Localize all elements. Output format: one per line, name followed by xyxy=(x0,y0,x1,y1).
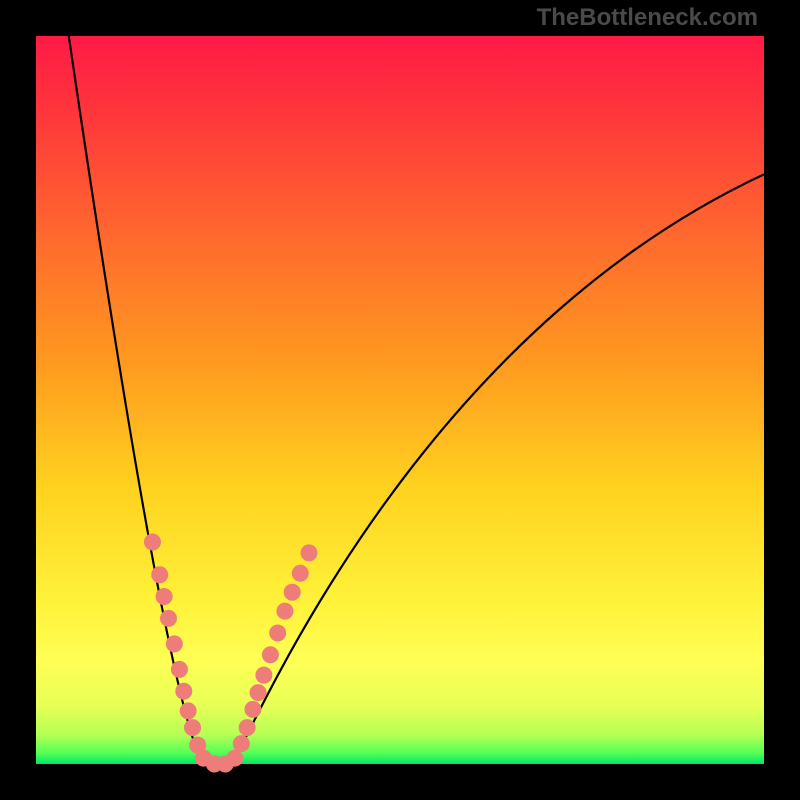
data-marker xyxy=(239,720,255,736)
data-marker xyxy=(227,750,243,766)
curve-path xyxy=(69,36,764,764)
data-marker xyxy=(180,703,196,719)
data-marker xyxy=(250,685,266,701)
data-marker xyxy=(176,683,192,699)
data-marker xyxy=(185,720,201,736)
data-marker xyxy=(277,603,293,619)
data-marker xyxy=(262,647,278,663)
data-marker xyxy=(160,610,176,626)
chart-frame: TheBottleneck.com xyxy=(0,0,800,800)
data-marker xyxy=(156,589,172,605)
data-marker xyxy=(233,736,249,752)
bottleneck-curve xyxy=(36,36,764,764)
plot-area xyxy=(36,36,764,764)
data-marker xyxy=(256,667,272,683)
data-marker xyxy=(284,584,300,600)
data-marker xyxy=(292,565,308,581)
data-marker xyxy=(152,567,168,583)
data-marker xyxy=(166,636,182,652)
watermark-text: TheBottleneck.com xyxy=(537,4,758,32)
data-marker xyxy=(144,534,160,550)
data-marker xyxy=(270,625,286,641)
data-marker xyxy=(171,661,187,677)
data-marker xyxy=(245,701,261,717)
data-marker xyxy=(301,545,317,561)
